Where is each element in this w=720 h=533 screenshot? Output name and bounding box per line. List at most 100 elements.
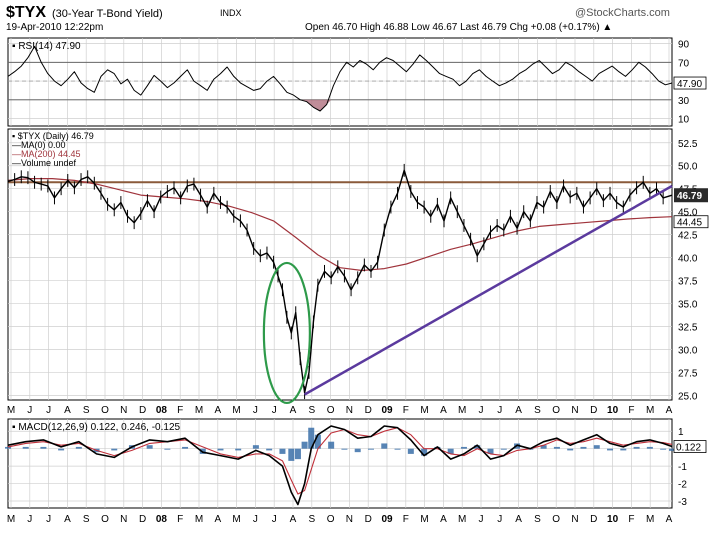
- x-axis-label: 10: [607, 405, 619, 416]
- macd-tick-label: -1: [678, 462, 687, 473]
- x-axis-label: A: [290, 405, 297, 416]
- macd-tick-label: -3: [678, 497, 687, 508]
- macd-histogram-bar: [421, 448, 428, 456]
- x-axis-label: A: [214, 405, 221, 416]
- x-axis-label: A: [64, 514, 71, 525]
- x-axis-label: A: [666, 405, 673, 416]
- x-axis-label: O: [101, 514, 109, 525]
- macd-legend: ▪ MACD(12,26,9) 0.122, 0.246, -0.125: [12, 422, 181, 433]
- macd-tick-label: 1: [678, 427, 684, 438]
- price-panel: 25.027.530.032.535.037.540.042.545.047.5…: [7, 128, 709, 405]
- price-tick-label: 40.0: [678, 254, 698, 265]
- last-price-box: [674, 188, 708, 203]
- macd-histogram-bar: [314, 434, 321, 449]
- macd-histogram-bar: [580, 446, 587, 449]
- x-axis-upper: M J J A S O N D 08 F M A M J J A S O N D 09 F M A M J J A S O N D 10 F M A: [7, 405, 673, 416]
- x-axis-label: F: [403, 514, 409, 525]
- macd-line: [7, 425, 673, 506]
- price-tick-label: 35.0: [678, 300, 698, 311]
- green-circle-annotation: [262, 261, 311, 405]
- price-tick-label: 42.5: [678, 231, 698, 242]
- macd-histogram-bar: [328, 441, 335, 449]
- x-axis-label: F: [403, 405, 409, 416]
- macd-histogram-bar: [22, 446, 29, 449]
- rsi-last-box: [673, 76, 707, 90]
- x-axis-label: O: [327, 405, 335, 416]
- x-axis-label: J: [46, 514, 51, 525]
- chart-exchange: INDX: [220, 8, 242, 18]
- macd-histogram-bar: [487, 448, 494, 454]
- macd-histogram-bar: [669, 448, 675, 451]
- x-axis-label: J: [272, 405, 277, 416]
- price-tick-label: 52.5: [678, 139, 698, 150]
- x-axis-label: J: [497, 514, 502, 525]
- x-axis-label: J: [272, 514, 277, 525]
- macd-panel: -3-2-101▪ MACD(12,26,9) 0.122, 0.246, -0…: [5, 418, 707, 509]
- stockcharts-watermark: @StockCharts.com: [575, 7, 670, 19]
- x-axis-label: J: [27, 514, 32, 525]
- x-axis-label: N: [120, 405, 127, 416]
- macd-histogram-bar: [266, 448, 273, 451]
- rsi-tick-label: 30: [678, 96, 690, 107]
- price-line: [7, 169, 673, 394]
- rsi-last-label: 47.90: [677, 79, 702, 90]
- x-axis-label: A: [666, 514, 673, 525]
- x-axis-label: O: [327, 514, 335, 525]
- x-axis-label: J: [497, 405, 502, 416]
- x-axis-label: F: [628, 405, 634, 416]
- macd-histogram-bar: [252, 445, 259, 449]
- rsi-tick-label: 10: [678, 115, 690, 126]
- macd-histogram-bar: [75, 446, 82, 449]
- x-axis-label: M: [7, 514, 15, 525]
- price-tick-label: 27.5: [678, 368, 698, 379]
- x-axis-label: 10: [607, 514, 619, 525]
- x-axis-label: D: [590, 514, 597, 525]
- macd-histogram-bar: [407, 448, 414, 454]
- macd-histogram-bar: [447, 448, 454, 454]
- price-panel-frame: [7, 128, 673, 401]
- rsi-tick-label: 90: [678, 40, 690, 51]
- macd-histogram-bar: [217, 448, 224, 451]
- x-axis-label: F: [177, 405, 183, 416]
- macd-histogram-bar: [301, 441, 308, 449]
- rsi-tick-label: 70: [678, 58, 690, 69]
- x-axis-label: M: [646, 514, 654, 525]
- x-axis-label: 09: [381, 405, 393, 416]
- x-axis-label: M: [646, 405, 654, 416]
- x-axis-label: D: [590, 405, 597, 416]
- macd-histogram-bar: [646, 446, 653, 449]
- x-axis-label: N: [120, 514, 127, 525]
- x-axis-label: A: [440, 514, 447, 525]
- price-legend-1: —MA(0) 0.00: [12, 140, 66, 150]
- x-axis-label: S: [308, 405, 315, 416]
- macd-histogram-bar: [308, 427, 315, 449]
- macd-histogram-bar: [164, 448, 171, 450]
- ma200-line: [7, 178, 673, 272]
- x-axis-label: M: [195, 514, 203, 525]
- x-axis-label: M: [458, 514, 466, 525]
- macd-histogram-bar: [58, 448, 65, 451]
- x-axis-label: A: [440, 405, 447, 416]
- macd-tick-label: -2: [678, 480, 687, 491]
- x-axis-label: A: [515, 405, 522, 416]
- price-tick-label: 37.5: [678, 277, 698, 288]
- x-axis-label: D: [139, 514, 146, 525]
- macd-histogram-bar: [279, 448, 286, 454]
- support-trendline: [303, 184, 673, 396]
- x-axis-label: 09: [381, 514, 393, 525]
- ma-last-label: 44.45: [677, 218, 702, 229]
- macd-histogram-bar: [182, 446, 189, 449]
- macd-histogram-bar: [394, 448, 401, 450]
- price-legend-3: —Volume undef: [12, 158, 77, 168]
- x-axis-label: 08: [156, 514, 168, 525]
- price-legend-0: ▪ $TYX (Daily) 46.79: [12, 131, 94, 141]
- rsi-legend: ▪ RSI(14) 47.90: [12, 41, 81, 52]
- macd-histogram-bar: [620, 448, 627, 451]
- x-axis-label: N: [346, 514, 353, 525]
- x-axis-label: J: [27, 405, 32, 416]
- x-axis-label: M: [232, 514, 240, 525]
- x-axis-label: J: [253, 405, 258, 416]
- macd-panel-frame: [7, 418, 673, 509]
- x-axis-label: N: [571, 405, 578, 416]
- price-tick-label: 50.0: [678, 162, 698, 173]
